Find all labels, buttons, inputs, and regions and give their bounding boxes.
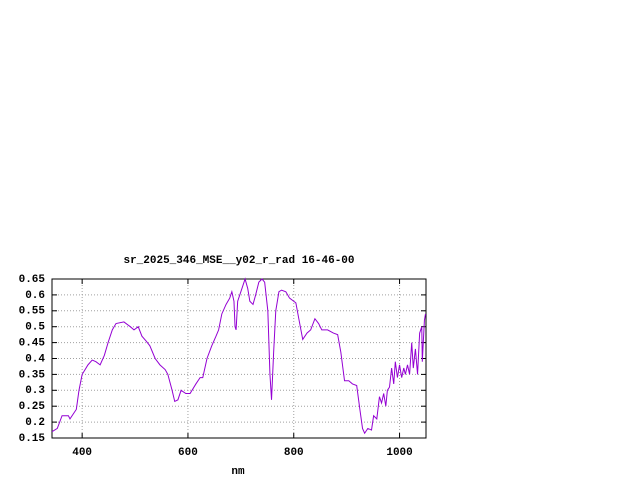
y-tick-label: 0.65 xyxy=(19,274,46,286)
y-tick-label: 0.45 xyxy=(19,338,46,350)
y-tick-label: 0.2 xyxy=(25,417,45,429)
y-tick-label: 0.25 xyxy=(19,401,46,413)
x-tick-label: 1000 xyxy=(386,447,412,459)
data-line xyxy=(51,277,426,435)
y-tick-label: 0.55 xyxy=(19,306,46,318)
x-tick-label: 600 xyxy=(178,447,198,459)
x-tick-label: 400 xyxy=(72,447,92,459)
y-tick-label: 0.15 xyxy=(19,433,46,445)
y-tick-label: 0.35 xyxy=(19,369,46,381)
chart-title: sr_2025_346_MSE__y02_r_rad 16-46-00 xyxy=(123,255,354,267)
y-tick-label: 0.3 xyxy=(25,385,45,397)
y-tick-label: 0.6 xyxy=(25,290,45,302)
x-axis-label: nm xyxy=(231,466,245,478)
y-tick-label: 0.5 xyxy=(25,322,45,334)
y-tick-label: 0.4 xyxy=(25,353,45,365)
plot-frame xyxy=(51,278,427,439)
x-tick-label: 800 xyxy=(284,447,304,459)
